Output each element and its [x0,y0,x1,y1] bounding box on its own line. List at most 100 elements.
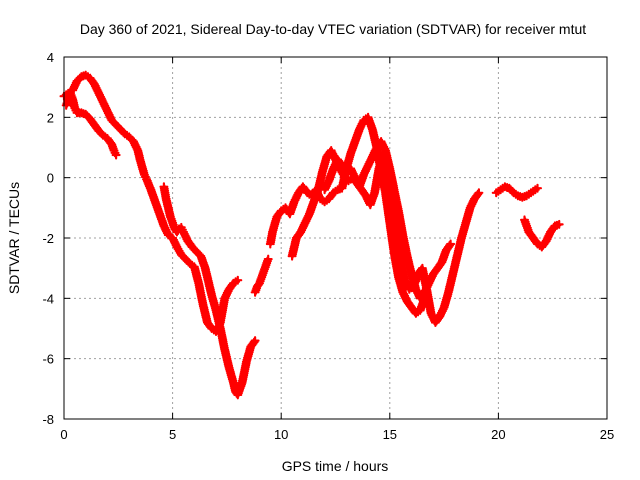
data-point [436,313,444,320]
data-point [403,252,411,260]
data-point [303,189,311,197]
data-point [416,294,424,302]
data-point [327,147,335,154]
data-point [230,379,237,387]
data-point [164,231,172,239]
data-point [397,258,405,266]
data-point [412,310,420,317]
chart-title: Day 360 of 2021, Sidereal Day-to-day VTE… [80,21,586,37]
data-point [147,186,155,194]
data-point [527,189,535,197]
data-point [449,270,457,278]
data-point [342,168,350,176]
data-point [355,126,363,133]
y-tick-label: -2 [42,231,54,246]
data-point [471,195,478,203]
data-point [258,273,266,281]
data-point [86,74,94,82]
x-axis-label: GPS time / hours [282,458,389,474]
data-point [156,210,163,218]
data-point [110,147,118,154]
data-point [345,177,352,185]
data-point [195,279,203,287]
data-point [199,300,207,308]
data-point [538,243,546,251]
data-point [510,189,518,197]
data-point [555,221,563,228]
data-point [197,252,205,260]
data-point [180,228,187,236]
data-point [325,177,333,185]
data-point [347,150,355,157]
data-point [542,237,550,245]
data-point [230,279,237,287]
data-point [112,121,120,129]
data-point [440,303,448,311]
data-point [351,174,359,182]
data-point [299,183,307,191]
data-point [514,192,522,200]
data-point [371,189,378,197]
data-point [373,144,381,151]
y-tick-label: 2 [47,110,54,125]
data-point [290,198,298,206]
data-point [108,141,116,148]
y-tick-label: -4 [42,291,54,306]
data-point [360,171,368,179]
series-markers-s3 [159,182,260,400]
data-point [334,186,342,194]
data-point [427,310,435,317]
data-point [77,109,85,117]
series-s4 [250,254,273,297]
data-point [329,189,337,197]
data-point [69,95,77,103]
series-s6 [287,146,484,327]
data-point [212,307,220,314]
data-point [125,133,133,141]
data-point [95,127,103,135]
series-markers-s6 [287,146,484,327]
data-point [534,240,541,248]
data-point [447,240,455,248]
data-point [438,258,446,266]
data-point [71,104,79,112]
data-point [177,224,185,231]
data-point [547,228,554,236]
data-series [59,70,564,400]
data-point [221,346,229,354]
data-point [297,228,305,236]
x-tick-label: 10 [274,427,288,442]
data-point [104,107,111,115]
data-point [347,165,355,173]
data-point [523,222,531,230]
data-point [164,204,172,212]
data-point [392,234,400,242]
data-point [288,252,296,260]
data-point [160,183,168,191]
data-point [121,130,129,138]
data-point [264,255,272,263]
data-point [505,184,513,192]
y-tick-label: 4 [47,50,54,65]
data-point [208,325,216,332]
series-s2 [61,88,121,160]
data-point [399,231,407,239]
data-point [167,213,174,221]
data-point [234,391,242,399]
data-point [475,189,483,197]
data-point [91,80,98,88]
data-point [99,132,107,139]
data-point [295,189,302,197]
data-point [260,267,268,275]
data-point [375,165,383,173]
data-point [319,168,326,176]
data-point [453,252,461,260]
x-tick-label: 5 [169,427,176,442]
data-point [286,210,294,218]
data-point [364,113,372,121]
data-point [338,184,346,192]
data-point [238,379,246,387]
x-tick-label: 15 [383,427,397,442]
data-point [340,172,348,180]
data-point [86,115,94,123]
